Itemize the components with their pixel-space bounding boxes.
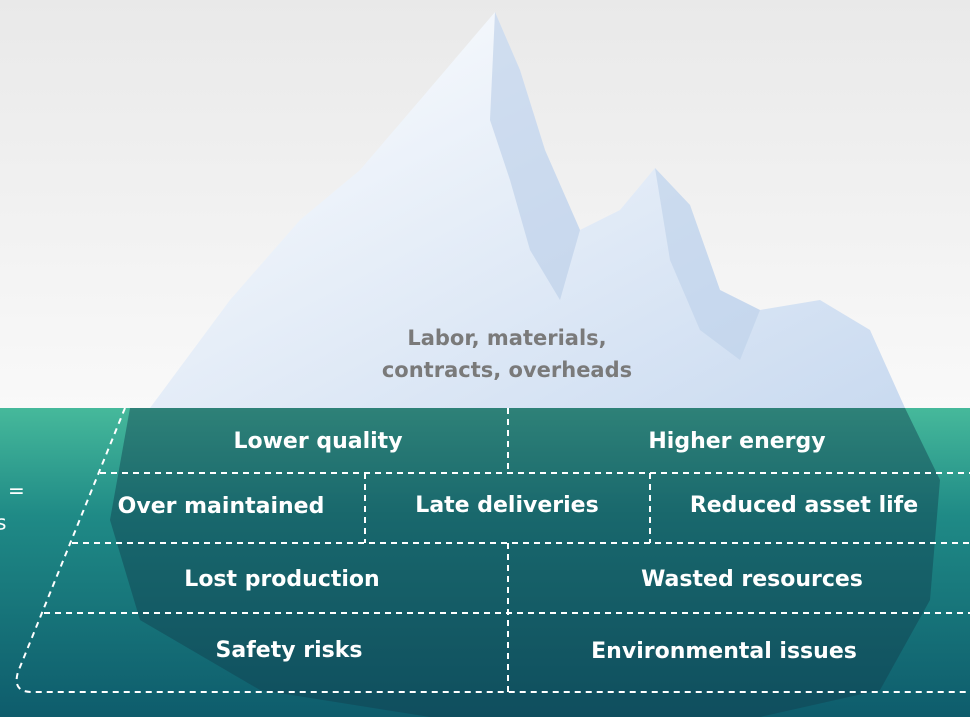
hidden-cost: Safety risks [216, 638, 363, 663]
hidden-cost: Over maintained [118, 494, 325, 519]
cut-off-text: s [0, 511, 6, 535]
hidden-cost: Lower quality [233, 429, 402, 454]
iceberg-infographic: Labor, materials, contracts, overheads =… [0, 0, 970, 717]
cut-off-text: = [8, 479, 25, 503]
hidden-cost: Lost production [184, 567, 379, 592]
hidden-cost: Late deliveries [415, 493, 598, 518]
hidden-cost: Reduced asset life [690, 493, 918, 518]
hidden-cost: Wasted resources [641, 567, 863, 592]
hidden-cost: Higher energy [648, 429, 825, 454]
visible-cost-label: contracts, overheads [382, 358, 632, 382]
hidden-cost: Environmental issues [591, 639, 857, 664]
iceberg-underwater [110, 408, 940, 717]
visible-cost-label: Labor, materials, [407, 326, 606, 350]
